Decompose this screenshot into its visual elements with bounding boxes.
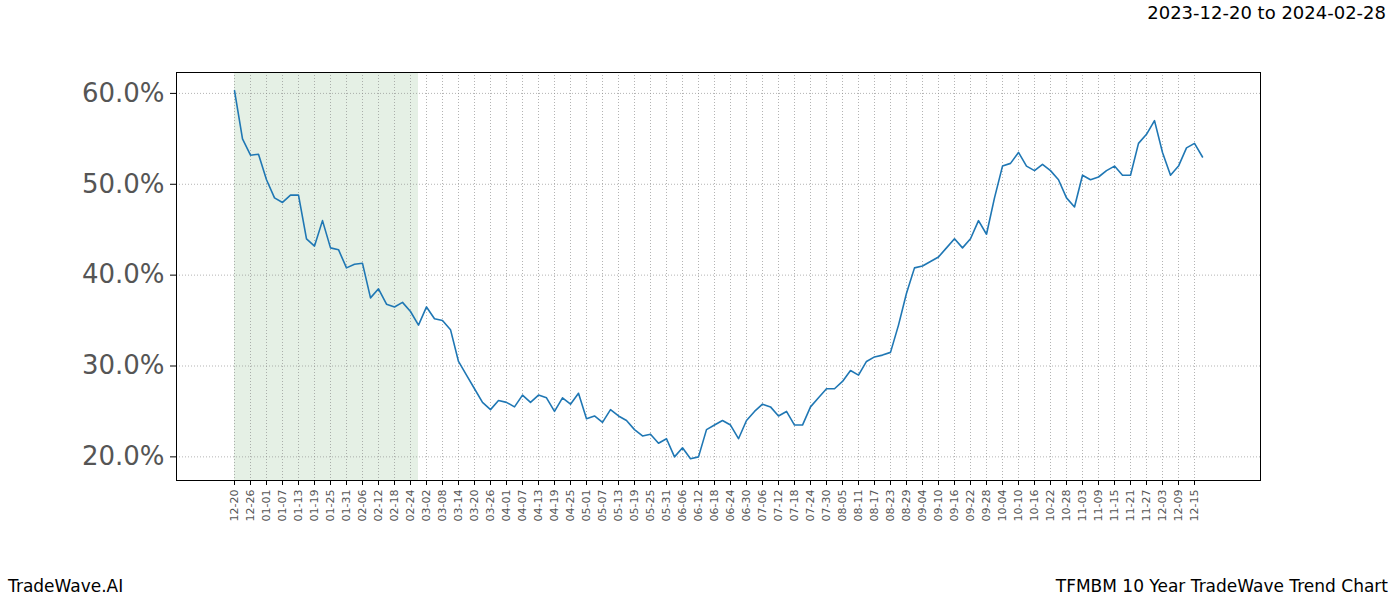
- svg-text:12-03: 12-03: [1156, 490, 1169, 522]
- svg-text:05-19: 05-19: [628, 490, 641, 522]
- svg-text:40.0%: 40.0%: [82, 259, 165, 289]
- svg-text:01-19: 01-19: [308, 490, 321, 522]
- svg-text:10-10: 10-10: [1012, 490, 1025, 522]
- svg-text:06-30: 06-30: [740, 490, 753, 522]
- svg-text:07-18: 07-18: [788, 490, 801, 522]
- svg-text:10-04: 10-04: [996, 490, 1009, 522]
- svg-text:11-15: 11-15: [1108, 490, 1121, 522]
- svg-text:11-27: 11-27: [1140, 490, 1153, 522]
- svg-text:01-07: 01-07: [276, 490, 289, 522]
- html-text:TFMBM 10 Year TradeWave Trend: TFMBM 10 Year TradeWave Trend Chart: [1055, 576, 1388, 596]
- svg-text:02-24: 02-24: [404, 490, 417, 522]
- svg-text:05-07: 05-07: [596, 490, 609, 522]
- svg-text:06-06: 06-06: [676, 490, 689, 522]
- svg-text:03-14: 03-14: [452, 490, 465, 522]
- svg-text:05-01: 05-01: [580, 490, 593, 522]
- svg-text:12-09: 12-09: [1172, 490, 1185, 522]
- svg-text:50.0%: 50.0%: [82, 169, 165, 199]
- svg-text:11-21: 11-21: [1124, 490, 1137, 522]
- svg-text:08-23: 08-23: [884, 490, 897, 522]
- svg-text:11-09: 11-09: [1092, 490, 1105, 522]
- svg-text:04-25: 04-25: [564, 490, 577, 522]
- svg-text:09-16: 09-16: [948, 490, 961, 522]
- svg-text:03-20: 03-20: [468, 490, 481, 522]
- html-text:2023-12-20 to 2024-02-28: 2023-12-20 to 2024-02-28: [1147, 2, 1386, 23]
- svg-text:05-25: 05-25: [644, 490, 657, 522]
- svg-text:03-26: 03-26: [484, 490, 497, 522]
- svg-text:01-13: 01-13: [292, 490, 305, 522]
- html-text:TradeWave.AI: TradeWave.AI: [8, 576, 124, 596]
- svg-text:10-16: 10-16: [1028, 490, 1041, 522]
- svg-text:01-01: 01-01: [260, 490, 273, 522]
- svg-text:04-13: 04-13: [532, 490, 545, 522]
- svg-text:08-17: 08-17: [868, 490, 881, 522]
- svg-text:60.0%: 60.0%: [82, 78, 165, 108]
- svg-text:06-18: 06-18: [708, 490, 721, 522]
- svg-text:04-19: 04-19: [548, 490, 561, 522]
- svg-text:02-18: 02-18: [388, 490, 401, 522]
- svg-text:09-04: 09-04: [916, 490, 929, 522]
- svg-text:06-12: 06-12: [692, 490, 705, 522]
- svg-text:08-29: 08-29: [900, 490, 913, 522]
- svg-text:30.0%: 30.0%: [82, 350, 165, 380]
- svg-text:04-01: 04-01: [500, 490, 513, 522]
- svg-text:12-20: 12-20: [228, 490, 241, 522]
- svg-text:08-05: 08-05: [836, 490, 849, 522]
- svg-text:11-03: 11-03: [1076, 490, 1089, 522]
- svg-text:09-28: 09-28: [980, 490, 993, 522]
- svg-text:01-31: 01-31: [340, 490, 353, 522]
- svg-text:02-12: 02-12: [372, 490, 385, 522]
- svg-text:07-12: 07-12: [772, 490, 785, 522]
- svg-text:09-10: 09-10: [932, 490, 945, 522]
- svg-text:02-06: 02-06: [356, 490, 369, 522]
- svg-text:20.0%: 20.0%: [82, 441, 165, 471]
- svg-text:08-11: 08-11: [852, 490, 865, 522]
- svg-text:10-28: 10-28: [1060, 490, 1073, 522]
- svg-text:05-31: 05-31: [660, 490, 673, 522]
- svg-text:12-15: 12-15: [1188, 490, 1201, 522]
- svg-text:03-08: 03-08: [436, 490, 449, 522]
- svg-text:07-24: 07-24: [804, 490, 817, 522]
- svg-text:03-02: 03-02: [420, 490, 433, 522]
- svg-text:12-26: 12-26: [244, 490, 257, 522]
- svg-text:10-22: 10-22: [1044, 490, 1057, 522]
- svg-text:07-30: 07-30: [820, 490, 833, 522]
- svg-text:07-06: 07-06: [756, 490, 769, 522]
- svg-text:04-07: 04-07: [516, 490, 529, 522]
- svg-text:01-25: 01-25: [324, 490, 337, 522]
- svg-text:09-22: 09-22: [964, 490, 977, 522]
- svg-text:05-13: 05-13: [612, 490, 625, 522]
- svg-text:06-24: 06-24: [724, 490, 737, 522]
